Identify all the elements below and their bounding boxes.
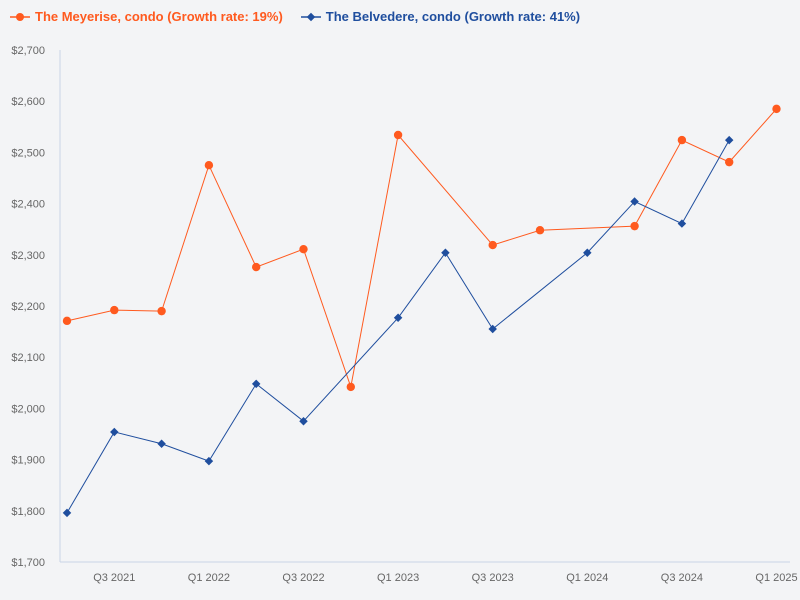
y-tick-label: $2,200 (11, 301, 45, 313)
data-point (488, 324, 497, 334)
legend-label: The Meyerise, condo (Growth rate: 19%) (35, 9, 283, 24)
x-tick-label: Q3 2023 (472, 572, 514, 584)
x-tick-label: Q3 2024 (661, 572, 703, 584)
series-line-0 (66, 108, 777, 389)
data-point (204, 161, 214, 170)
y-tick-label: $1,900 (11, 455, 45, 467)
data-point (393, 130, 403, 140)
data-point (441, 248, 450, 257)
data-point (299, 416, 308, 426)
legend-item-belvedere[interactable]: The Belvedere, condo (Growth rate: 41%) (300, 9, 581, 24)
data-point (630, 221, 639, 231)
x-tick-label: Q1 2025 (755, 572, 797, 584)
data-point (204, 456, 214, 466)
data-point (110, 427, 119, 437)
data-point (488, 240, 497, 250)
y-tick-label: $2,700 (11, 45, 45, 57)
y-tick-label: $2,400 (11, 199, 45, 211)
data-point (110, 305, 119, 315)
x-tick-label: Q3 2022 (282, 572, 324, 584)
legend-item-meyerise[interactable]: The Meyerise, condo (Growth rate: 19%) (10, 9, 283, 24)
y-tick-label: $2,100 (11, 352, 45, 364)
x-tick-label: Q3 2021 (93, 572, 135, 584)
data-point (299, 244, 308, 254)
y-tick-label: $1,700 (11, 557, 45, 569)
data-point (393, 313, 403, 323)
series-line-1 (66, 139, 730, 514)
legend: The Meyerise, condo (Growth rate: 19%) T… (10, 9, 580, 24)
data-point (725, 157, 734, 167)
data-point (252, 262, 261, 272)
data-point (724, 135, 734, 145)
x-tick-label: Q1 2023 (377, 572, 419, 584)
y-tick-label: $2,500 (11, 147, 45, 159)
data-point (157, 439, 166, 448)
circle-marker-icon (10, 12, 30, 21)
y-tick-label: $2,000 (11, 403, 45, 415)
data-point (62, 316, 72, 326)
data-point (677, 219, 687, 228)
data-point (772, 104, 781, 114)
diamond-marker-icon (300, 12, 321, 21)
y-tick-label: $2,600 (11, 96, 45, 108)
y-tick-label: $1,800 (11, 506, 45, 518)
x-tick-label: Q1 2022 (188, 572, 230, 584)
data-point (677, 135, 687, 145)
y-tick-label: $2,300 (11, 250, 45, 262)
data-point (346, 382, 355, 392)
legend-label: The Belvedere, condo (Growth rate: 41%) (325, 9, 581, 24)
data-point (157, 306, 166, 316)
x-tick-label: Q1 2024 (566, 572, 608, 584)
data-point (62, 508, 72, 518)
data-point (535, 226, 545, 235)
